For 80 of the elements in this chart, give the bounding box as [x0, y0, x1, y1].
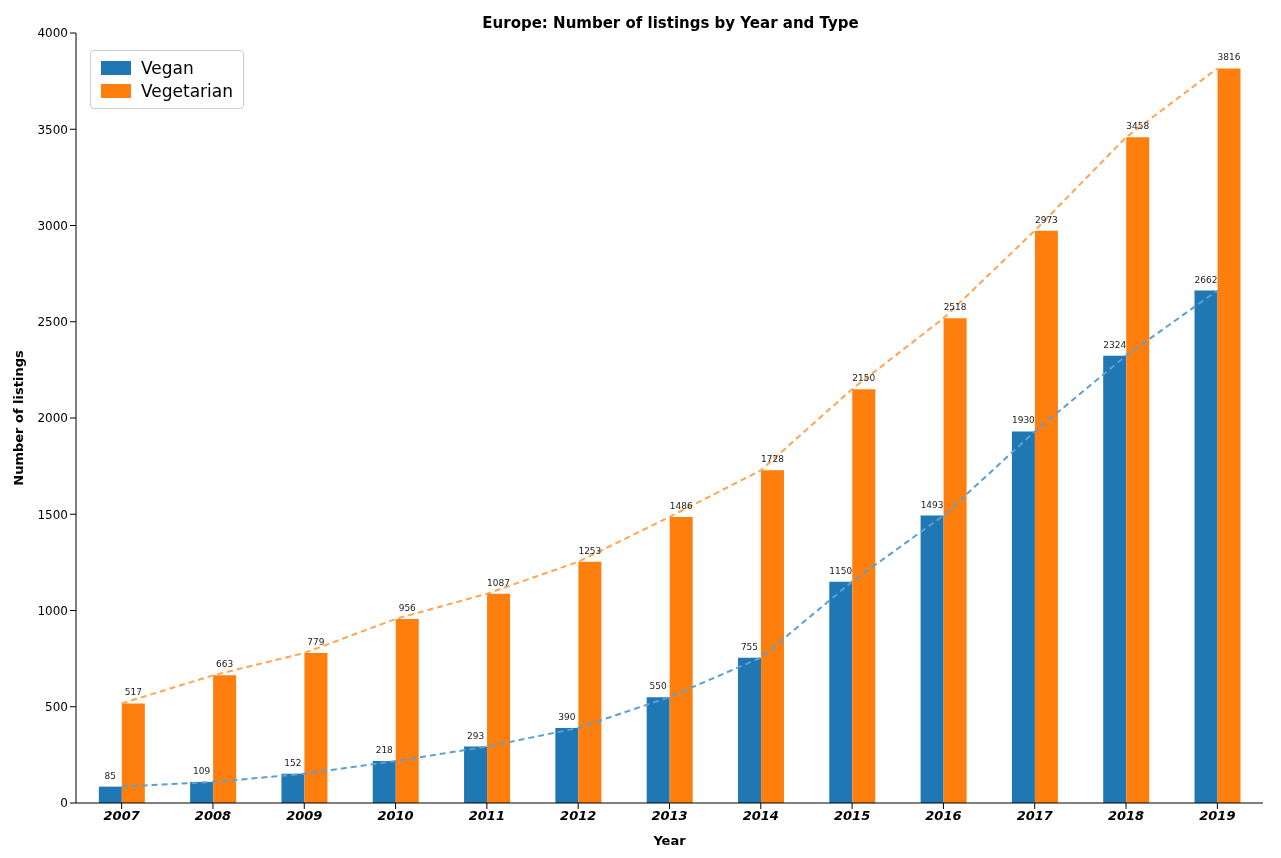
data-label: 390 [558, 711, 576, 722]
data-label: 2973 [1034, 214, 1058, 225]
y-tick-label: 0 [60, 796, 68, 811]
bar [852, 389, 876, 803]
bar [372, 761, 396, 803]
bar [395, 618, 419, 803]
x-axis-title: Year [652, 833, 687, 848]
x-tick-label: 2018 [1107, 808, 1145, 824]
y-tick-label: 4000 [37, 26, 68, 41]
bar [1103, 355, 1127, 803]
data-label: 3458 [1126, 121, 1150, 132]
x-tick-label: 2008 [194, 808, 232, 824]
x-tick-label: 2010 [377, 808, 414, 824]
x-tick-label: 2007 [103, 808, 141, 824]
bar [578, 561, 602, 803]
chart-title: Europe: Number of listings by Year and Type [482, 14, 859, 32]
line-series [120, 289, 1219, 788]
data-label: 663 [216, 659, 234, 670]
legend-label: Vegetarian [141, 81, 234, 101]
data-label: 85 [104, 770, 117, 781]
y-tick-label: 2500 [37, 315, 68, 330]
y-axis-title: Number of listings [10, 350, 26, 486]
bar [737, 657, 761, 803]
bar [1011, 431, 1035, 803]
data-label: 293 [466, 730, 485, 741]
x-tick-label: 2014 [742, 808, 779, 824]
x-tick-label: 2013 [651, 808, 688, 824]
y-tick-label: 1000 [37, 603, 68, 618]
bar [281, 773, 305, 803]
data-label: 1150 [829, 565, 853, 576]
data-label: 1930 [1011, 415, 1036, 426]
bar [1126, 137, 1150, 803]
data-label: 779 [307, 637, 325, 648]
bar [121, 703, 145, 803]
data-label: 1728 [761, 454, 785, 465]
bar [829, 581, 853, 803]
bar [646, 697, 670, 803]
data-label: 755 [740, 641, 759, 652]
y-tick-label: 3000 [37, 218, 68, 233]
bar [98, 786, 122, 803]
x-tick-label: 2012 [560, 808, 597, 824]
legend-label: Vegan [141, 58, 194, 78]
bar [304, 653, 328, 803]
x-tick-label: 2016 [925, 808, 962, 824]
bar [213, 675, 237, 803]
y-tick-label: 500 [45, 700, 68, 715]
data-label: 152 [284, 757, 302, 768]
bar [1217, 68, 1241, 803]
bar [1034, 230, 1058, 803]
x-tick-label: 2019 [1199, 808, 1236, 824]
bar [943, 318, 967, 803]
y-tick-label: 1500 [37, 507, 68, 522]
data-label: 109 [193, 766, 211, 777]
bar [190, 782, 214, 803]
data-label: 1253 [578, 545, 602, 556]
data-label: 1486 [669, 500, 693, 511]
bar [1194, 290, 1218, 803]
x-tick-label: 2017 [1016, 808, 1054, 824]
bar [464, 746, 488, 803]
data-label: 2150 [852, 373, 876, 384]
bar [555, 727, 579, 803]
data-label: 956 [398, 602, 417, 613]
data-label: 1493 [920, 499, 944, 510]
x-tick-label: 2011 [468, 808, 505, 824]
data-label: 550 [649, 681, 668, 692]
bar [487, 593, 511, 803]
data-label: 3816 [1217, 52, 1241, 63]
bar [760, 470, 784, 803]
data-label: 1087 [487, 577, 511, 588]
bar [920, 515, 944, 803]
data-label: 2518 [943, 302, 967, 313]
bar [669, 516, 693, 803]
data-label: 517 [124, 687, 142, 698]
x-tick-label: 2009 [286, 808, 323, 824]
x-tick-label: 2015 [834, 808, 871, 824]
data-label: 2662 [1194, 274, 1218, 285]
data-label: 218 [375, 745, 394, 756]
data-label: 2324 [1103, 339, 1127, 350]
y-tick-label: 2000 [37, 411, 68, 426]
y-tick-label: 3500 [37, 122, 68, 137]
